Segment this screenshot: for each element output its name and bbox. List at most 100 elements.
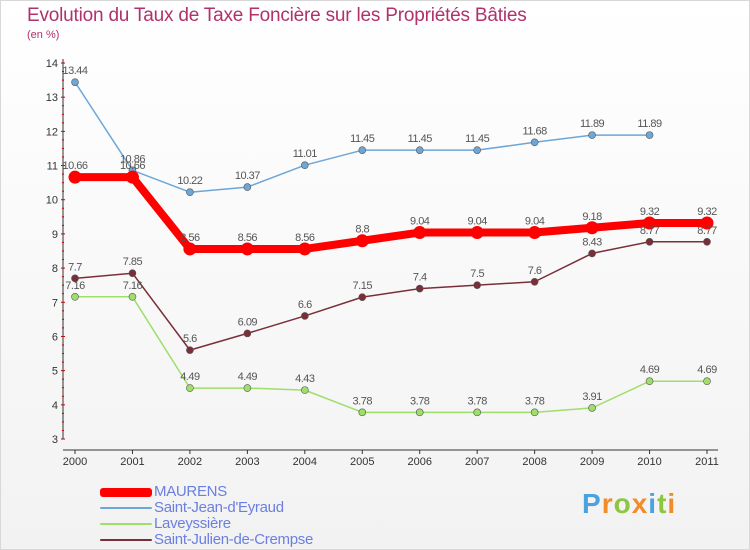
data-label: 8.56 <box>238 232 258 244</box>
y-tick-label: 8 <box>52 263 58 275</box>
data-label: 6.6 <box>298 299 312 311</box>
x-tick-label: 2004 <box>293 456 317 468</box>
data-point <box>528 226 542 240</box>
legend-label: Saint-Jean-d'Eyraud <box>154 499 284 516</box>
data-point <box>358 293 367 301</box>
series-line <box>74 241 708 351</box>
data-label: 13.44 <box>62 65 87 77</box>
y-tick-label: 4 <box>52 400 58 412</box>
data-label: 8.43 <box>582 236 602 248</box>
data-point <box>128 293 137 301</box>
data-label: 8.8 <box>355 224 369 236</box>
legend-label: MAURENS <box>154 483 227 500</box>
data-label: 9.32 <box>640 206 660 218</box>
data-label: 11.68 <box>523 125 548 137</box>
logo-letter: P <box>582 488 602 519</box>
data-label: 11.45 <box>408 133 433 145</box>
data-point <box>643 216 657 230</box>
data-label: 4.43 <box>295 373 315 385</box>
data-point <box>645 377 654 386</box>
data-label: 4.49 <box>180 371 200 383</box>
data-label: 10.86 <box>120 153 145 165</box>
series-line <box>74 296 708 414</box>
data-point <box>470 226 484 240</box>
x-tick-label: 2010 <box>637 456 661 468</box>
data-point <box>186 346 194 354</box>
data-label: 4.69 <box>640 364 660 376</box>
data-point <box>355 234 369 248</box>
series-line <box>71 173 711 253</box>
data-label: 10.22 <box>177 175 202 187</box>
data-label: 8.77 <box>697 225 717 237</box>
data-point <box>243 384 252 392</box>
data-point <box>415 284 424 293</box>
data-label: 7.6 <box>528 265 542 277</box>
data-point <box>585 221 599 235</box>
data-point <box>240 242 254 256</box>
data-point <box>68 170 82 184</box>
data-label: 9.18 <box>582 211 602 223</box>
y-tick-label: 12 <box>46 126 58 138</box>
data-label: 4.69 <box>697 364 717 376</box>
data-point <box>71 78 79 86</box>
y-tick-label: 5 <box>52 366 58 378</box>
data-label: 11.45 <box>465 133 490 145</box>
data-label: 9.04 <box>467 216 487 228</box>
data-point <box>530 138 539 147</box>
data-point <box>473 146 481 154</box>
data-label: 8.56 <box>295 232 315 244</box>
data-point <box>473 408 481 417</box>
data-point <box>700 216 714 230</box>
data-point <box>413 226 427 240</box>
data-label: 3.78 <box>525 395 545 407</box>
proxiti-logo: Proxiti <box>582 488 676 520</box>
data-label: 3.78 <box>353 395 373 407</box>
x-tick-label: 2009 <box>580 456 604 468</box>
data-point <box>645 131 654 139</box>
data-label: 7.4 <box>413 272 427 284</box>
data-label: 10.66 <box>120 160 145 172</box>
data-label: 4.49 <box>238 371 258 383</box>
data-label: 5.6 <box>183 333 197 345</box>
legend-label: Saint-Julien-de-Crempse <box>154 531 314 548</box>
data-point <box>301 312 309 320</box>
data-point <box>703 377 711 386</box>
data-label: 7.15 <box>353 280 373 292</box>
data-point <box>301 386 309 394</box>
chart-subtitle: (en %) <box>27 29 60 41</box>
chart-title: Evolution du Taux de Taxe Foncière sur l… <box>27 5 527 26</box>
x-tick-label: 2005 <box>350 456 374 468</box>
data-point <box>71 293 79 301</box>
data-point <box>358 146 367 154</box>
y-tick-label: 3 <box>52 434 58 446</box>
data-point <box>645 237 654 246</box>
data-label: 3.91 <box>582 391 602 403</box>
data-label: 9.04 <box>525 216 545 228</box>
data-label: 3.78 <box>467 395 487 407</box>
x-tick-label: 2001 <box>120 456 144 468</box>
logo-letter: i <box>648 488 658 519</box>
y-tick-label: 14 <box>46 58 58 70</box>
x-tick-label: 2006 <box>407 456 431 468</box>
logo-letter: o <box>613 488 632 519</box>
data-point <box>588 404 596 412</box>
data-label: 10.66 <box>62 160 87 172</box>
data-point <box>128 269 137 278</box>
data-label: 11.01 <box>293 148 318 160</box>
data-point <box>71 274 79 283</box>
data-point <box>415 408 424 417</box>
y-tick-label: 13 <box>46 92 58 104</box>
x-tick-label: 2000 <box>63 456 87 468</box>
data-label: 11.45 <box>350 133 375 145</box>
y-tick-label: 6 <box>52 331 58 343</box>
legend-swatch <box>100 523 152 525</box>
data-point <box>530 277 539 286</box>
data-label: 8.77 <box>640 225 660 237</box>
data-point <box>473 281 481 289</box>
y-tick-label: 11 <box>47 161 58 173</box>
data-label: 9.04 <box>410 216 430 228</box>
data-label: 11.89 <box>637 118 662 130</box>
data-point <box>186 188 194 197</box>
